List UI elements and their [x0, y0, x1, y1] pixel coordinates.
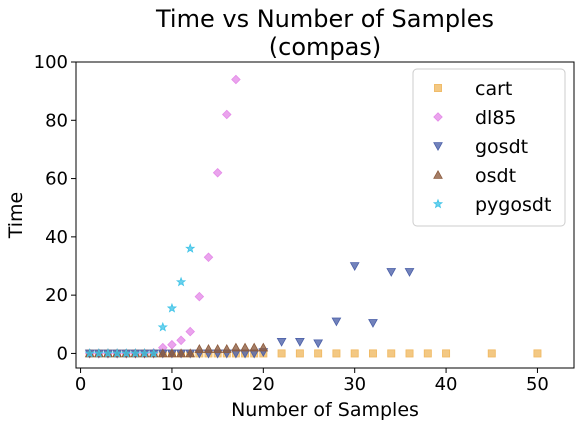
cart-point: [387, 349, 396, 358]
cart-point: [369, 349, 377, 358]
pygosdt-point: [185, 243, 196, 253]
legend-label-cart: cart: [475, 78, 512, 100]
series-gosdt: [84, 262, 415, 359]
legend-marker-osdt: [433, 169, 443, 179]
legend-label-osdt: osdt: [475, 165, 516, 187]
dl85-point: [167, 339, 177, 350]
pygosdt-point: [93, 348, 104, 358]
y-tick-label: 40: [45, 227, 68, 248]
gosdt-point: [294, 338, 305, 347]
osdt-point: [231, 342, 241, 352]
dl85-point: [185, 326, 195, 337]
x-tick-label: 10: [160, 374, 183, 395]
data-marks: [84, 74, 542, 359]
cart-point: [295, 349, 304, 358]
pygosdt-point: [148, 348, 159, 358]
dl85-point: [222, 109, 232, 120]
y-tick-label: 0: [57, 343, 68, 364]
dl85-point: [203, 252, 214, 263]
gosdt-point: [349, 262, 360, 272]
pygosdt-point: [102, 348, 114, 358]
pygosdt-point: [121, 348, 132, 358]
gosdt-point: [331, 317, 342, 327]
series-pygosdt: [84, 243, 196, 358]
y-tick-label: 100: [34, 52, 68, 73]
cart-point: [423, 349, 432, 358]
chart-title-line1: Time vs Number of Samples: [155, 5, 494, 33]
pygosdt-point: [157, 321, 168, 332]
x-axis-label: Number of Samples: [231, 399, 419, 421]
pygosdt-point: [112, 348, 123, 358]
cart-point: [405, 349, 414, 358]
cart-point: [350, 349, 359, 358]
pygosdt-point: [176, 276, 187, 287]
cart-point: [314, 349, 323, 358]
series-dl85: [84, 74, 241, 359]
legend-marker-pygosdt: [432, 198, 444, 209]
gosdt-point: [386, 268, 397, 277]
osdt-point: [194, 344, 205, 353]
plot-frame: [75, 61, 575, 369]
pygosdt-point: [139, 348, 150, 358]
gosdt-point: [313, 339, 324, 349]
legend: cart dl85 gosdt osdt pygosdt: [412, 68, 566, 227]
osdt-point: [167, 348, 177, 358]
dl85-point: [231, 74, 241, 85]
y-axis-label: Time: [5, 192, 27, 240]
dl85-point: [176, 335, 186, 346]
x-tick-label: 50: [526, 374, 549, 395]
legend-marker-gosdt: [433, 142, 443, 152]
osdt-point: [258, 342, 269, 352]
osdt-point: [203, 344, 214, 353]
osdt-point: [157, 348, 168, 358]
pygosdt-point: [166, 302, 178, 313]
cart-point: [442, 349, 451, 358]
legend-label-dl85: dl85: [475, 107, 517, 129]
dl85-point: [194, 291, 205, 302]
gosdt-point: [368, 319, 378, 328]
gosdt-point: [404, 268, 415, 277]
legend-box: [412, 68, 566, 227]
cart-point: [277, 349, 286, 358]
x-tick-label: 0: [75, 374, 86, 395]
x-tick-label: 30: [343, 374, 366, 395]
osdt-point: [249, 342, 260, 352]
x-tick-label: 40: [435, 374, 458, 395]
osdt-point: [240, 342, 250, 352]
pygosdt-point: [130, 348, 141, 358]
legend-marker-cart: [434, 84, 442, 92]
y-tick-label: 80: [45, 110, 68, 131]
dl85-point: [212, 167, 223, 178]
x-tick-label: 20: [252, 374, 275, 395]
osdt-point: [212, 344, 223, 353]
cart-point: [533, 349, 542, 358]
legend-label-pygosdt: pygosdt: [475, 194, 551, 216]
osdt-point: [185, 348, 196, 358]
legend-label-gosdt: gosdt: [475, 136, 528, 158]
osdt-point: [176, 348, 186, 358]
pygosdt-point: [84, 348, 95, 358]
y-tick-label: 20: [45, 285, 68, 306]
chart-title-line2: (compas): [269, 33, 381, 61]
gosdt-point: [276, 338, 287, 347]
osdt-point: [221, 344, 232, 353]
axis-ticks: 0 10 20 30 40 50 0 20 40 60 80 100: [34, 52, 549, 395]
cart-point: [487, 349, 496, 358]
y-tick-label: 60: [45, 169, 68, 190]
legend-marker-dl85: [433, 112, 443, 122]
cart-point: [332, 349, 341, 358]
